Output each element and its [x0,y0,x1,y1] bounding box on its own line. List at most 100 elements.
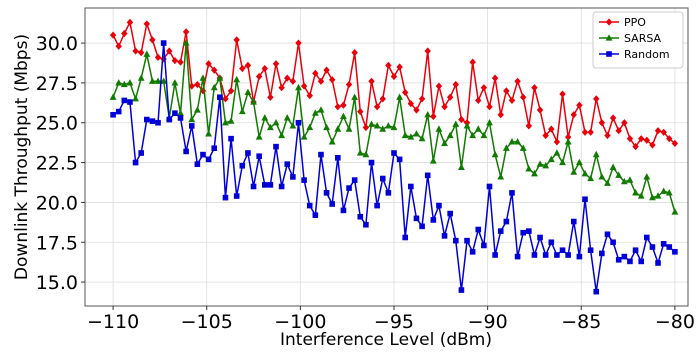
data-point-sarsa [379,125,387,132]
data-point-sarsa [407,133,415,140]
data-point-random [318,151,324,158]
data-point-random [492,252,498,258]
data-point-ppo [143,20,150,28]
data-point-random [621,253,628,260]
data-point-random [632,247,639,254]
data-point-ppo [115,42,122,50]
data-point-random [188,123,195,129]
data-point-sarsa [649,193,656,201]
data-point-sarsa [643,173,651,180]
data-point-ppo [615,127,622,135]
data-point-random [205,156,212,163]
data-point-sarsa [519,144,527,151]
data-point-ppo [632,143,639,151]
data-point-sarsa [373,122,381,129]
data-point-random [475,226,482,233]
series-layer [109,18,679,295]
data-point-ppo [609,114,617,122]
data-point-random [323,190,330,196]
data-point-sarsa [171,79,179,86]
data-point-ppo [227,87,235,95]
data-point-ppo [194,80,201,89]
data-point-sarsa [609,163,617,170]
data-point-random [233,193,240,199]
data-point-sarsa [306,123,314,131]
data-point-ppo [177,58,184,66]
data-point-sarsa [334,125,342,132]
data-point-random [604,231,611,238]
data-point-ppo [587,128,594,136]
x-tick-label: −105 [181,311,233,333]
data-point-ppo [469,58,476,66]
data-point-ppo [340,101,347,109]
y-axis-label: Downlink Throughput (Mbps) [12,34,32,280]
data-point-sarsa [368,120,375,127]
data-point-ppo [351,49,358,57]
data-point-random [396,156,403,163]
data-point-ppo [121,29,128,38]
data-point-ppo [132,47,139,55]
legend-label: SARSA [624,32,662,45]
data-point-ppo [402,88,409,97]
data-point-sarsa [587,174,595,182]
data-point-random [660,241,667,247]
data-point-sarsa [502,144,510,151]
data-point-random [610,239,616,246]
data-point-sarsa [559,158,566,166]
data-point-sarsa [356,149,364,156]
data-point-random [436,202,442,209]
data-point-sarsa [362,150,370,158]
data-point-random [222,194,229,201]
y-tick-label: 17.5 [36,232,78,254]
data-point-sarsa [497,173,505,180]
data-point-sarsa [396,93,404,100]
data-point-random [570,218,577,225]
data-point-random [526,228,532,234]
data-point-random [385,190,392,196]
y-tick-label: 20.0 [36,192,78,214]
data-point-sarsa [615,171,623,178]
data-point-sarsa [598,173,606,180]
data-point-ppo [171,56,179,65]
data-point-random [295,119,302,126]
data-point-sarsa [660,187,668,194]
data-point-random [655,260,661,266]
data-point-sarsa [671,208,679,215]
legend-swatch-marker [605,18,613,26]
data-point-random [138,150,144,156]
data-point-sarsa [283,114,291,121]
data-point-ppo [604,131,611,140]
data-point-random [329,201,335,207]
y-tick-label: 30.0 [36,33,78,55]
data-point-random [368,159,375,166]
data-point-sarsa [525,165,533,172]
data-point-sarsa [418,134,426,142]
data-point-random [413,215,420,222]
data-point-ppo [542,131,549,140]
data-point-random [172,110,178,116]
data-point-ppo [137,49,145,57]
data-point-sarsa [508,138,516,145]
data-point-sarsa [222,118,229,126]
data-point-sarsa [553,149,561,156]
data-point-random [672,249,678,255]
data-point-random [306,202,313,209]
data-point-ppo [475,96,482,105]
data-point-random [245,150,251,156]
data-point-sarsa [435,125,443,132]
data-point-random [132,159,139,166]
data-point-random [644,234,650,241]
data-point-ppo [418,95,426,103]
legend-label: Random [624,48,670,61]
data-point-sarsa [384,122,392,129]
data-point-ppo [671,139,679,148]
data-point-ppo [621,119,628,127]
data-point-ppo [278,84,285,92]
data-point-sarsa [160,77,168,84]
data-point-random [531,252,538,258]
data-point-random [346,185,352,191]
data-point-ppo [637,135,645,143]
data-point-ppo [598,119,606,127]
data-point-ppo [446,93,454,101]
data-point-random [559,247,566,254]
